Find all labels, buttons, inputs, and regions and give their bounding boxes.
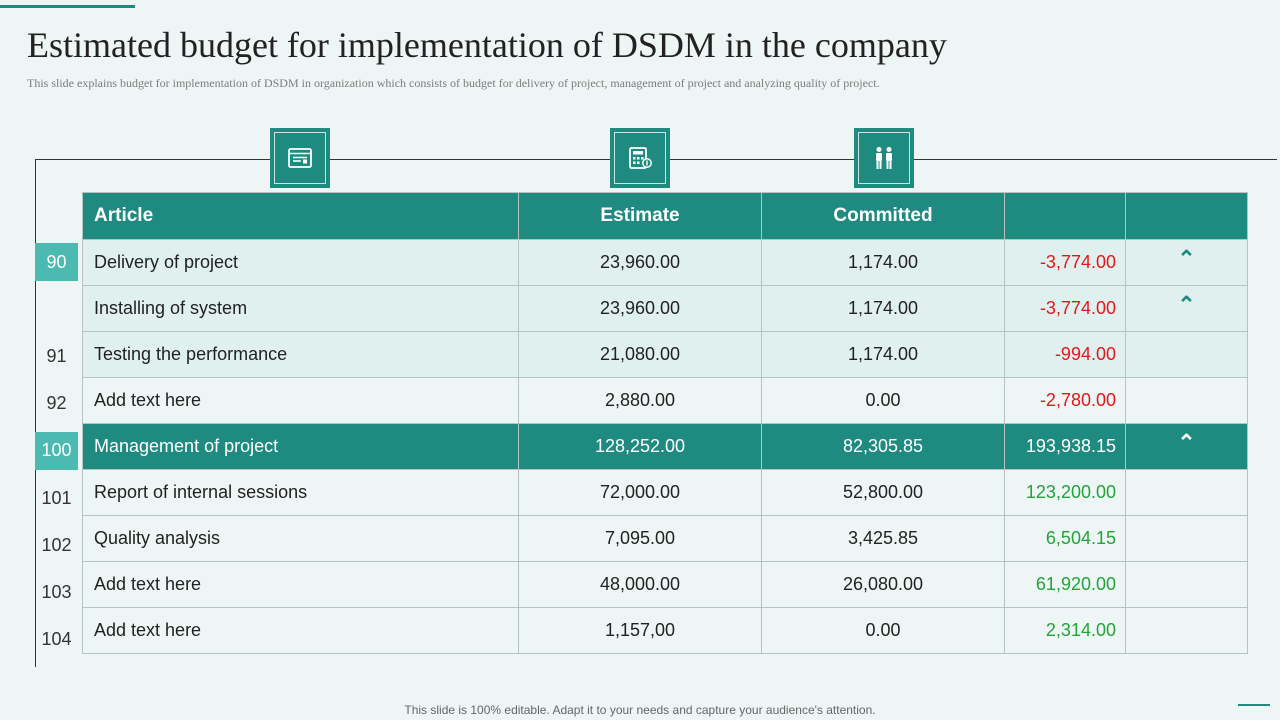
frame-line-vertical bbox=[35, 159, 36, 667]
row-variance: 61,920.00 bbox=[1004, 561, 1126, 608]
row-number: 103 bbox=[41, 581, 72, 602]
row-flag bbox=[1125, 561, 1248, 608]
header-flag bbox=[1125, 192, 1248, 240]
row-committed: 1,174.00 bbox=[761, 331, 1005, 378]
row-number: 104 bbox=[41, 629, 72, 650]
row-article: Add text here bbox=[82, 561, 519, 608]
row-estimate: 48,000.00 bbox=[518, 561, 762, 608]
row-estimate: 7,095.00 bbox=[518, 515, 762, 562]
table-row: Add text here 48,000.00 26,080.00 61,920.00 bbox=[82, 561, 1248, 608]
row-article: Management of project bbox=[82, 423, 519, 470]
row-committed: 82,305.85 bbox=[761, 423, 1005, 470]
table-row: Quality analysis 7,095.00 3,425.85 6,504.15 bbox=[82, 515, 1248, 562]
budget-sheet-icon bbox=[270, 128, 330, 188]
table-row: Add text here 1,157,00 0.00 2,314.00 bbox=[82, 607, 1248, 654]
row-flag bbox=[1125, 469, 1248, 516]
row-flag: ⌃ bbox=[1125, 285, 1248, 332]
row-number: 101 bbox=[41, 487, 72, 508]
chevron-up-icon: ⌃ bbox=[1177, 429, 1196, 455]
table-row: Delivery of project 23,960.00 1,174.00 -3,7… bbox=[82, 239, 1248, 286]
row-number: 92 bbox=[46, 393, 67, 414]
table-header-row: Article Estimate Committed bbox=[82, 192, 1248, 240]
row-flag bbox=[1125, 607, 1248, 654]
slide-title: Estimated budget for implementation of D… bbox=[27, 25, 947, 65]
bottom-accent-bar bbox=[1238, 704, 1270, 706]
header-variance bbox=[1004, 192, 1126, 240]
row-estimate: 23,960.00 bbox=[518, 239, 762, 286]
row-estimate: 2,880.00 bbox=[518, 377, 762, 424]
calculator-icon bbox=[610, 128, 670, 188]
row-article: Add text here bbox=[82, 607, 519, 654]
table-row: Management of project 128,252.00 82,305.85… bbox=[82, 423, 1248, 470]
header-estimate: Estimate bbox=[518, 192, 762, 240]
top-accent-bar bbox=[0, 5, 135, 8]
row-flag bbox=[1125, 377, 1248, 424]
row-flag bbox=[1125, 331, 1248, 378]
header-article: Article bbox=[82, 192, 519, 240]
chevron-up-icon: ⌃ bbox=[1177, 245, 1196, 271]
row-variance: 123,200.00 bbox=[1004, 469, 1126, 516]
row-article: Quality analysis bbox=[82, 515, 519, 562]
row-flag: ⌃ bbox=[1125, 239, 1248, 286]
row-flag bbox=[1125, 515, 1248, 562]
row-variance: 6,504.15 bbox=[1004, 515, 1126, 562]
row-committed: 52,800.00 bbox=[761, 469, 1005, 516]
row-committed: 0.00 bbox=[761, 607, 1005, 654]
row-article: Installing of system bbox=[82, 285, 519, 332]
slide-subtitle: This slide explains budget for implement… bbox=[27, 76, 880, 90]
row-committed: 0.00 bbox=[761, 377, 1005, 424]
budget-table: Article Estimate Committed Delivery of p… bbox=[82, 192, 1248, 654]
table-row: Installing of system 23,960.00 1,174.00 -3,… bbox=[82, 285, 1248, 332]
row-estimate: 72,000.00 bbox=[518, 469, 762, 516]
row-committed: 1,174.00 bbox=[761, 239, 1005, 286]
row-variance: -2,780.00 bbox=[1004, 377, 1126, 424]
row-variance: 193,938.15 bbox=[1004, 423, 1126, 470]
header-committed: Committed bbox=[761, 192, 1005, 240]
row-variance: -3,774.00 bbox=[1004, 239, 1126, 286]
row-variance: 2,314.00 bbox=[1004, 607, 1126, 654]
row-estimate: 128,252.00 bbox=[518, 423, 762, 470]
row-number: 90 bbox=[35, 243, 78, 281]
row-number: 91 bbox=[46, 345, 67, 366]
team-icon bbox=[854, 128, 914, 188]
row-number: 100 bbox=[35, 431, 78, 470]
row-committed: 1,174.00 bbox=[761, 285, 1005, 332]
row-estimate: 21,080.00 bbox=[518, 331, 762, 378]
row-variance: -3,774.00 bbox=[1004, 285, 1126, 332]
chevron-up-icon: ⌃ bbox=[1177, 291, 1196, 317]
row-flag: ⌃ bbox=[1125, 423, 1248, 470]
table-row: Report of internal sessions 72,000.00 52,8… bbox=[82, 469, 1248, 516]
row-article: Testing the performance bbox=[82, 331, 519, 378]
row-article: Delivery of project bbox=[82, 239, 519, 286]
row-estimate: 23,960.00 bbox=[518, 285, 762, 332]
row-committed: 3,425.85 bbox=[761, 515, 1005, 562]
row-variance: -994.00 bbox=[1004, 331, 1126, 378]
row-committed: 26,080.00 bbox=[761, 561, 1005, 608]
table-row: Testing the performance 21,080.00 1,174.00… bbox=[82, 331, 1248, 378]
row-article: Add text here bbox=[82, 377, 519, 424]
footer-note: This slide is 100% editable. Adapt it to… bbox=[404, 703, 876, 717]
row-article: Report of internal sessions bbox=[82, 469, 519, 516]
row-number: 102 bbox=[41, 534, 72, 555]
table-row: Add text here 2,880.00 0.00 -2,780.00 bbox=[82, 377, 1248, 424]
row-estimate: 1,157,00 bbox=[518, 607, 762, 654]
